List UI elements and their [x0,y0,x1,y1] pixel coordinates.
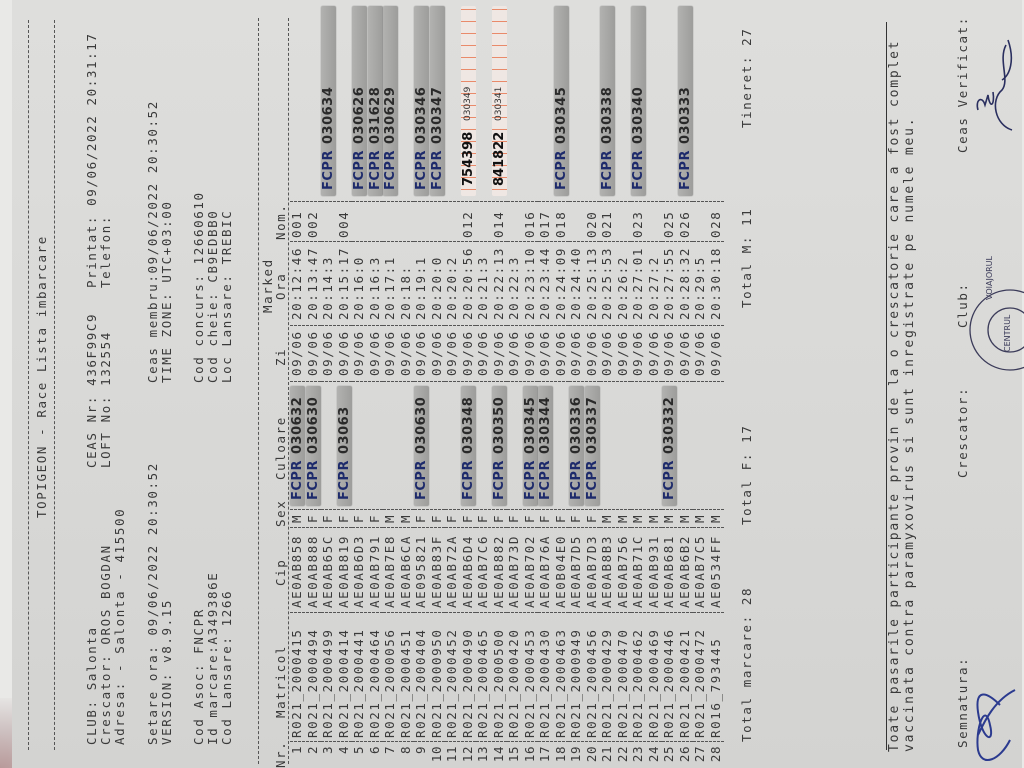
breeder-signature [976,689,1016,762]
svg-text:VOIAJORUL: VOIAJORUL [985,255,994,300]
svg-text:CENTRUL: CENTRUL [1003,314,1012,352]
club-stamp: VOIAJORUL CENTRUL [969,255,1024,371]
verifier-signature [976,39,1013,131]
